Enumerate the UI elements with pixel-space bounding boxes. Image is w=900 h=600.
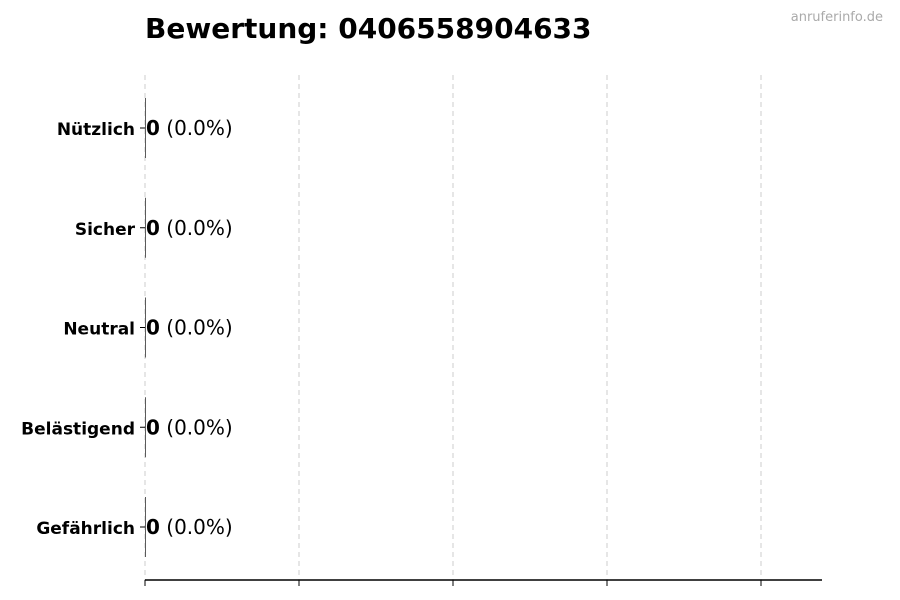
value-label: 0 (0.0%) xyxy=(146,316,233,340)
category-label: Neutral xyxy=(63,320,135,340)
value-percent: (0.0%) xyxy=(160,216,233,240)
value-count: 0 xyxy=(146,216,160,240)
value-label: 0 (0.0%) xyxy=(146,116,233,140)
bar xyxy=(145,497,146,557)
chart-title: Bewertung: 0406558904633 xyxy=(145,12,592,45)
bar xyxy=(145,297,146,358)
value-label: 0 (0.0%) xyxy=(146,415,233,439)
value-label: 0 (0.0%) xyxy=(146,515,233,539)
category-label: Gefährlich xyxy=(36,519,135,539)
value-count: 0 xyxy=(146,415,160,439)
category-label: Belästigend xyxy=(21,419,135,439)
watermark: anruferinfo.de xyxy=(790,10,883,25)
value-label: 0 (0.0%) xyxy=(146,216,233,240)
value-percent: (0.0%) xyxy=(160,515,233,539)
value-count: 0 xyxy=(146,116,160,140)
bar xyxy=(145,197,146,258)
value-count: 0 xyxy=(146,515,160,539)
bar xyxy=(145,397,146,458)
category-label: Nützlich xyxy=(57,120,135,140)
bar xyxy=(145,98,146,158)
value-percent: (0.0%) xyxy=(160,415,233,439)
value-percent: (0.0%) xyxy=(160,116,233,140)
value-count: 0 xyxy=(146,316,160,340)
value-percent: (0.0%) xyxy=(160,316,233,340)
category-label: Sicher xyxy=(75,220,136,240)
